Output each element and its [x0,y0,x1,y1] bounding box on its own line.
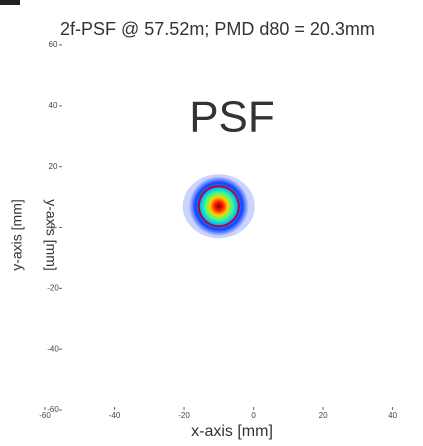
chart: 2f-PSF @ 57.52m; PMD d80 = 20.3mm PSF x-… [0,0,423,446]
y-axis-label: y-axis [mm] [9,199,25,271]
x-tick-label: -40 [109,411,121,420]
y-tick-label: 40 [49,101,58,110]
y-tick-label: -20 [47,283,59,292]
y-tick-label: 60 [49,40,58,49]
x-axis-label: x-axis [mm] [191,423,273,440]
psf-spot [183,174,255,238]
corner-bar [0,0,20,5]
y-axis-label-mirror: y-axis [mm] [43,199,59,271]
y-tick-label: -60 [47,405,59,414]
x-tick-label: 0 [251,411,256,420]
x-tick-label: 40 [388,411,397,420]
x-tick-label: -20 [178,411,190,420]
chart-title: 2f-PSF @ 57.52m; PMD d80 = 20.3mm [60,19,375,39]
y-tick-label: -40 [47,344,59,353]
annotation: PSF [189,93,275,142]
y-tick-label: 20 [49,162,58,171]
y-tick-label: 0 [51,223,56,232]
x-tick-label: 20 [319,411,328,420]
